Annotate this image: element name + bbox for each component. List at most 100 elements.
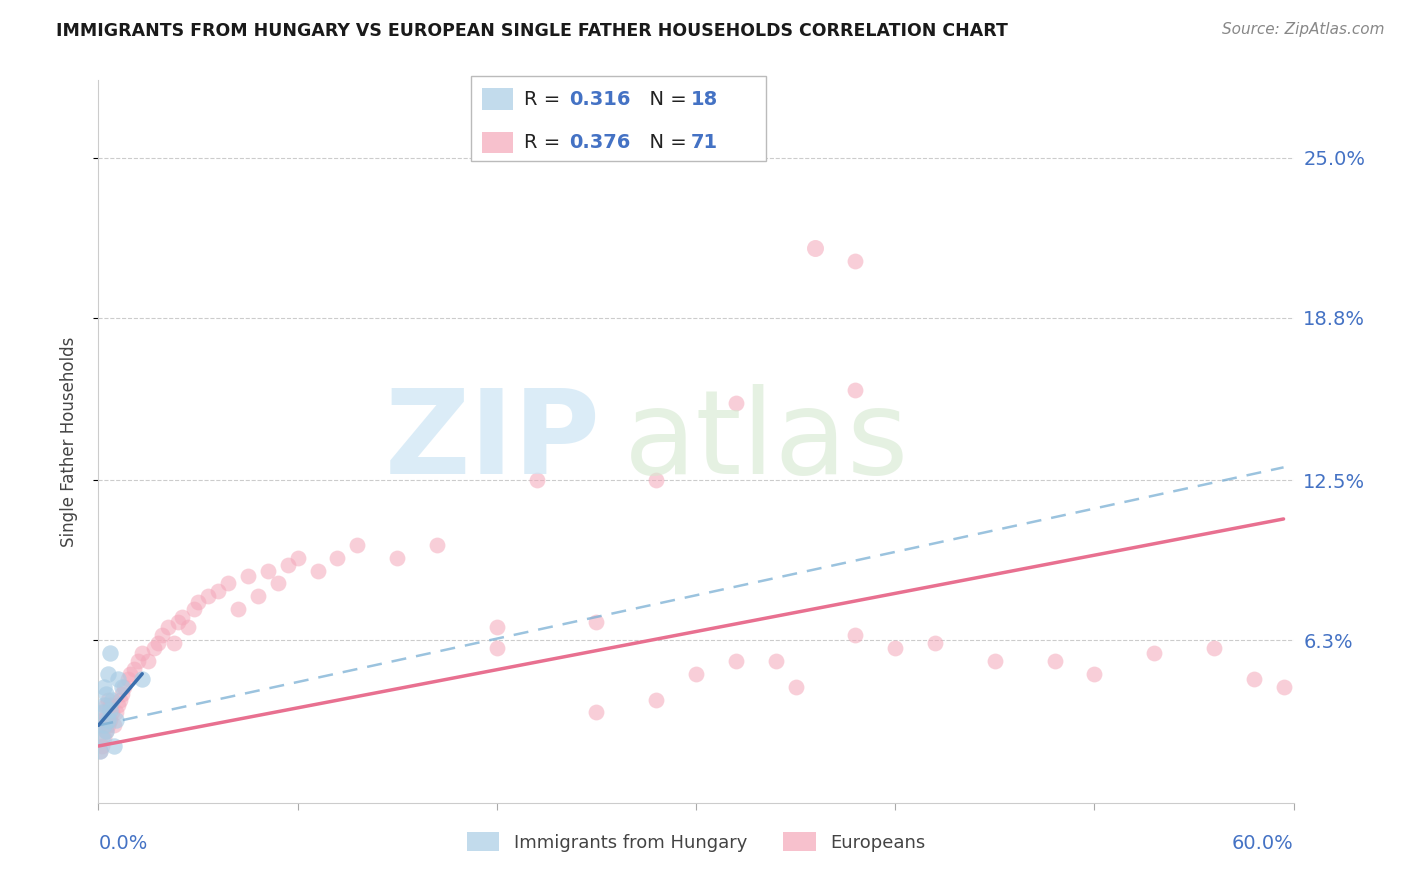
Point bbox=[226, 602, 249, 616]
Y-axis label: Single Father Households: Single Father Households bbox=[59, 336, 77, 547]
Point bbox=[984, 654, 1007, 668]
Text: 0.316: 0.316 bbox=[569, 89, 631, 109]
Point bbox=[267, 576, 290, 591]
Point bbox=[167, 615, 190, 630]
Point bbox=[89, 744, 111, 758]
Text: 60.0%: 60.0% bbox=[1232, 834, 1294, 853]
Point bbox=[277, 558, 299, 573]
Point bbox=[1202, 640, 1225, 655]
Point bbox=[844, 628, 866, 642]
Text: 71: 71 bbox=[690, 133, 717, 153]
Point bbox=[645, 692, 668, 706]
Point bbox=[117, 672, 139, 686]
Point bbox=[98, 703, 122, 717]
Point bbox=[107, 672, 129, 686]
Point bbox=[136, 654, 159, 668]
Point bbox=[157, 620, 180, 634]
Point bbox=[326, 550, 349, 565]
Point bbox=[93, 706, 115, 720]
Point bbox=[93, 718, 115, 732]
Legend: Immigrants from Hungary, Europeans: Immigrants from Hungary, Europeans bbox=[460, 825, 932, 859]
Point bbox=[645, 473, 668, 487]
Point bbox=[98, 698, 122, 712]
Point bbox=[924, 636, 946, 650]
Point bbox=[127, 654, 149, 668]
Point bbox=[97, 718, 120, 732]
Point bbox=[98, 646, 122, 660]
Point bbox=[307, 564, 329, 578]
Text: 0.376: 0.376 bbox=[569, 133, 631, 153]
Text: Source: ZipAtlas.com: Source: ZipAtlas.com bbox=[1222, 22, 1385, 37]
Point bbox=[183, 602, 205, 616]
Point bbox=[105, 706, 128, 720]
Point bbox=[110, 692, 132, 706]
Point bbox=[485, 620, 508, 634]
Point bbox=[385, 550, 409, 565]
Point bbox=[96, 687, 118, 701]
Point bbox=[236, 568, 259, 582]
Point bbox=[685, 666, 707, 681]
Point bbox=[91, 706, 114, 720]
Text: N =: N = bbox=[637, 89, 693, 109]
Point bbox=[89, 718, 111, 732]
Point bbox=[150, 628, 173, 642]
Point bbox=[172, 610, 194, 624]
Point bbox=[346, 538, 368, 552]
Point bbox=[111, 680, 134, 694]
Point bbox=[124, 662, 146, 676]
Point bbox=[1083, 666, 1105, 681]
Point bbox=[131, 646, 153, 660]
Point bbox=[93, 731, 115, 746]
Point bbox=[93, 698, 115, 712]
Text: R =: R = bbox=[524, 133, 567, 153]
Point bbox=[426, 538, 449, 552]
Point bbox=[724, 396, 747, 410]
Point bbox=[724, 654, 747, 668]
Point bbox=[96, 723, 118, 738]
Text: N =: N = bbox=[637, 133, 693, 153]
Point bbox=[148, 636, 170, 650]
Point bbox=[91, 739, 114, 753]
Point bbox=[785, 680, 807, 694]
Point bbox=[804, 241, 827, 255]
Point bbox=[103, 739, 125, 753]
Point bbox=[485, 640, 508, 655]
Point bbox=[1143, 646, 1166, 660]
Point bbox=[844, 254, 866, 268]
Point bbox=[163, 636, 186, 650]
Text: R =: R = bbox=[524, 89, 567, 109]
Point bbox=[187, 594, 209, 608]
Point bbox=[101, 692, 124, 706]
Point bbox=[256, 564, 278, 578]
Point bbox=[765, 654, 787, 668]
Point bbox=[111, 687, 134, 701]
Point bbox=[105, 713, 128, 727]
Point bbox=[287, 550, 309, 565]
Point bbox=[101, 706, 124, 720]
Point bbox=[103, 718, 125, 732]
Text: atlas: atlas bbox=[624, 384, 910, 499]
Point bbox=[107, 698, 129, 712]
Point bbox=[112, 680, 135, 694]
Point bbox=[844, 383, 866, 397]
Point bbox=[97, 666, 120, 681]
Point bbox=[217, 576, 239, 591]
Point bbox=[585, 615, 607, 630]
Point bbox=[1243, 672, 1265, 686]
Point bbox=[177, 620, 200, 634]
Point bbox=[97, 713, 120, 727]
Point bbox=[207, 584, 229, 599]
Point bbox=[1272, 680, 1295, 694]
Point bbox=[96, 723, 118, 738]
Point bbox=[120, 666, 142, 681]
Text: 0.0%: 0.0% bbox=[98, 834, 148, 853]
Text: IMMIGRANTS FROM HUNGARY VS EUROPEAN SINGLE FATHER HOUSEHOLDS CORRELATION CHART: IMMIGRANTS FROM HUNGARY VS EUROPEAN SING… bbox=[56, 22, 1008, 40]
Point bbox=[93, 680, 115, 694]
Point bbox=[246, 590, 269, 604]
Point bbox=[526, 473, 548, 487]
Point bbox=[91, 731, 114, 746]
Point bbox=[884, 640, 907, 655]
Point bbox=[91, 713, 114, 727]
Point bbox=[1043, 654, 1066, 668]
Point bbox=[98, 713, 122, 727]
